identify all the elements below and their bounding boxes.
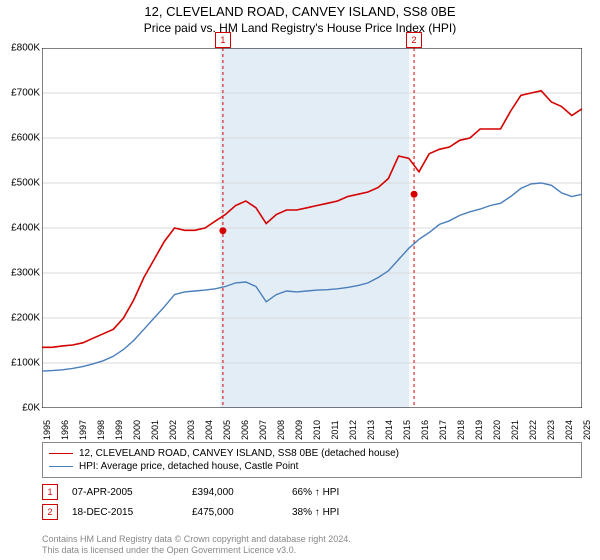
y-tick: £100K — [11, 358, 40, 369]
footnote-line: This data is licensed under the Open Gov… — [42, 545, 351, 556]
x-tick: 2022 — [528, 420, 538, 440]
footnote-line: Contains HM Land Registry data © Crown c… — [42, 534, 351, 545]
x-tick: 2007 — [258, 420, 268, 440]
x-tick: 2014 — [384, 420, 394, 440]
y-tick: £500K — [11, 178, 40, 189]
legend-label: 12, CLEVELAND ROAD, CANVEY ISLAND, SS8 0… — [79, 448, 399, 459]
x-tick: 2024 — [564, 420, 574, 440]
x-tick: 2016 — [420, 420, 430, 440]
line-chart — [42, 48, 582, 408]
sale-index: 2 — [42, 504, 58, 520]
sale-row: 1 07-APR-2005£394,00066% ↑ HPI — [42, 482, 582, 502]
y-tick: £0K — [22, 403, 40, 414]
sale-price: £475,000 — [192, 507, 292, 518]
footnote: Contains HM Land Registry data © Crown c… — [42, 534, 351, 556]
sale-list: 1 07-APR-2005£394,00066% ↑ HPI 2 18-DEC-201… — [42, 482, 582, 522]
legend: 12, CLEVELAND ROAD, CANVEY ISLAND, SS8 0… — [42, 442, 582, 478]
x-tick: 2013 — [366, 420, 376, 440]
x-tick: 1996 — [60, 420, 70, 440]
x-tick: 2018 — [456, 420, 466, 440]
x-tick: 2009 — [294, 420, 304, 440]
sale-diff: 66% ↑ HPI — [292, 487, 392, 498]
x-tick: 2010 — [312, 420, 322, 440]
x-tick: 2006 — [240, 420, 250, 440]
sale-marker: 2 — [406, 32, 422, 48]
x-tick: 2011 — [330, 420, 340, 439]
x-tick: 2017 — [438, 420, 448, 440]
sale-price: £394,000 — [192, 487, 292, 498]
legend-item: HPI: Average price, detached house, Cast… — [49, 460, 575, 473]
y-tick: £300K — [11, 268, 40, 279]
legend-label: HPI: Average price, detached house, Cast… — [79, 461, 298, 472]
legend-swatch — [49, 453, 73, 454]
x-tick: 2001 — [150, 420, 160, 440]
x-tick: 2000 — [132, 420, 142, 440]
x-tick: 2021 — [510, 420, 520, 440]
chart-card: 12, CLEVELAND ROAD, CANVEY ISLAND, SS8 0… — [0, 0, 600, 560]
sale-date: 07-APR-2005 — [72, 487, 192, 498]
y-tick: £200K — [11, 313, 40, 324]
x-tick: 2020 — [492, 420, 502, 440]
x-tick: 2023 — [546, 420, 556, 440]
chart-subtitle: Price paid vs. HM Land Registry's House … — [0, 19, 600, 35]
y-tick: £800K — [11, 43, 40, 54]
sale-row: 2 18-DEC-2015£475,00038% ↑ HPI — [42, 502, 582, 522]
y-tick: £600K — [11, 133, 40, 144]
y-axis: £0K£100K£200K£300K£400K£500K£600K£700K£8… — [0, 48, 42, 408]
x-tick: 2003 — [186, 420, 196, 440]
legend-item: 12, CLEVELAND ROAD, CANVEY ISLAND, SS8 0… — [49, 447, 575, 460]
x-tick: 2015 — [402, 420, 412, 440]
x-tick: 1997 — [78, 420, 88, 440]
x-tick: 2025 — [582, 420, 592, 440]
x-tick: 2012 — [348, 420, 358, 440]
x-tick: 2008 — [276, 420, 286, 440]
x-tick: 2005 — [222, 420, 232, 440]
x-axis: 1995 1996 1997 1998 1999 2000 2001 2002 2003 2004… — [42, 408, 582, 438]
y-tick: £400K — [11, 223, 40, 234]
sale-diff: 38% ↑ HPI — [292, 507, 392, 518]
chart-title: 12, CLEVELAND ROAD, CANVEY ISLAND, SS8 0… — [0, 0, 600, 19]
y-tick: £700K — [11, 88, 40, 99]
sale-index: 1 — [42, 484, 58, 500]
x-tick: 1995 — [42, 420, 52, 440]
sale-marker: 1 — [215, 32, 231, 48]
legend-swatch — [49, 466, 73, 467]
sale-date: 18-DEC-2015 — [72, 507, 192, 518]
x-tick: 1998 — [96, 420, 106, 440]
x-tick: 2002 — [168, 420, 178, 440]
x-tick: 2004 — [204, 420, 214, 440]
x-tick: 1999 — [114, 420, 124, 440]
x-tick: 2019 — [474, 420, 484, 440]
